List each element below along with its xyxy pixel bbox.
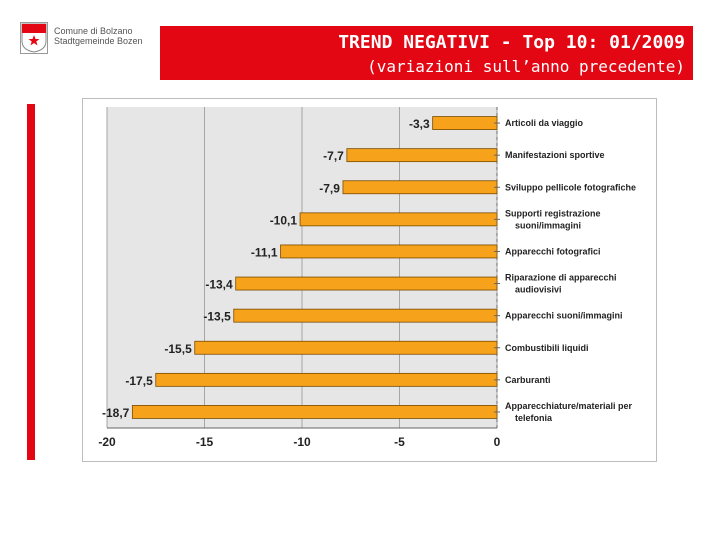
value-label: -15,5 (164, 342, 192, 356)
category-label: Manifestazioni sportive (505, 150, 605, 160)
category-label: Apparecchi suoni/immagini (505, 311, 623, 321)
value-label: -7,9 (319, 181, 340, 195)
logo-line-2: Stadtgemeinde Bozen (54, 36, 143, 46)
bar (299, 212, 498, 227)
bar (233, 308, 498, 323)
category-label: Carburanti (505, 375, 551, 385)
bar-chart: -20 -15 -10 -5 0 -3,3 Articoli da viaggio -7,7 M… (98, 107, 636, 449)
x-tick-label: -5 (394, 435, 405, 449)
coat-of-arms-icon (20, 22, 48, 54)
page-subtitle: (variazioni sull’anno precedente) (367, 57, 685, 76)
category-label: Sviluppo pellicole fotografiche (505, 182, 636, 192)
value-label: -3,3 (409, 117, 430, 131)
value-label: -13,5 (203, 310, 231, 324)
category-label: Supporti registrazione suoni/immagini (505, 208, 601, 230)
category-label: Apparecchi fotografici (505, 246, 601, 256)
municipality-logo: Comune di Bolzano Stadtgemeinde Bozen (18, 20, 158, 56)
value-label: -13,4 (205, 278, 233, 292)
value-label: -7,7 (323, 149, 344, 163)
category-label: Riparazione di apparecchi audiovisivi (505, 273, 617, 295)
x-tick-label: -10 (293, 435, 311, 449)
bar (194, 340, 498, 355)
bar (131, 405, 498, 419)
logo-line-1: Comune di Bolzano (54, 26, 133, 36)
category-label: Articoli da viaggio (505, 118, 584, 128)
chart-frame: -20 -15 -10 -5 0 -3,3 Articoli da viaggio -7,7 M… (82, 98, 657, 462)
page-title: TREND NEGATIVI - Top 10: 01/2009 (338, 32, 685, 53)
category-label: Apparecchiature/materiali per telefonia (505, 401, 633, 423)
x-tick-label: 0 (494, 435, 501, 449)
bar (235, 276, 498, 291)
category-label: Combustibili liquidi (505, 343, 589, 353)
bar (342, 180, 498, 195)
bar (280, 244, 498, 259)
value-label: -18,7 (102, 406, 130, 420)
value-label: -17,5 (125, 374, 153, 388)
bar (432, 116, 498, 130)
bar (346, 148, 498, 163)
title-banner: TREND NEGATIVI - Top 10: 01/2009 (variaz… (160, 26, 693, 80)
x-tick-label: -20 (98, 435, 116, 449)
logo-text: Comune di Bolzano Stadtgemeinde Bozen (54, 26, 143, 46)
bar (155, 372, 498, 387)
value-label: -10,1 (270, 213, 298, 227)
value-label: -11,1 (251, 245, 278, 259)
x-tick-label: -15 (196, 435, 214, 449)
side-accent-bar (27, 104, 35, 460)
